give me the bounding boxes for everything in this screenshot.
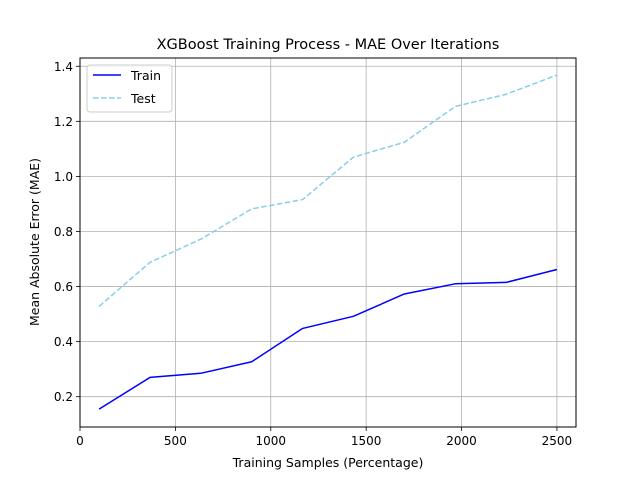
y-tick-label: 0.4 [54, 335, 73, 349]
y-tick-label: 1.2 [54, 115, 73, 129]
y-axis-ticks: 0.2 0.4 0.6 0.8 1.0 1.2 1.4 [54, 60, 80, 404]
y-tick-label: 0.6 [54, 280, 73, 294]
series-line-train [98, 268, 558, 410]
x-tick-label: 500 [164, 434, 187, 448]
x-tick-label: 1000 [255, 434, 286, 448]
y-tick-label: 1.0 [54, 170, 73, 184]
x-tick-label: 1500 [351, 434, 382, 448]
legend-box [86, 64, 173, 113]
legend: Train Test [86, 64, 173, 113]
y-tick-label: 1.4 [54, 60, 73, 74]
grid [79, 58, 576, 427]
x-tick-label: 2500 [542, 434, 573, 448]
chart-title: XGBoost Training Process - MAE Over Iter… [157, 37, 500, 53]
y-axis-label: Mean Absolute Error (MAE) [27, 158, 42, 326]
series-lines [98, 74, 558, 410]
x-tick-label: 2000 [446, 434, 477, 448]
y-tick-label: 0.2 [54, 390, 73, 404]
plot-area-frame [79, 57, 577, 428]
series-line-test [98, 74, 558, 307]
legend-label-train: Train [130, 68, 161, 83]
x-axis-label: Training Samples (Percentage) [232, 455, 424, 470]
x-axis-ticks: 0 500 1000 1500 2000 2500 [76, 427, 572, 448]
legend-label-test: Test [130, 91, 156, 106]
y-tick-label: 0.8 [54, 225, 73, 239]
x-tick-label: 0 [76, 434, 84, 448]
